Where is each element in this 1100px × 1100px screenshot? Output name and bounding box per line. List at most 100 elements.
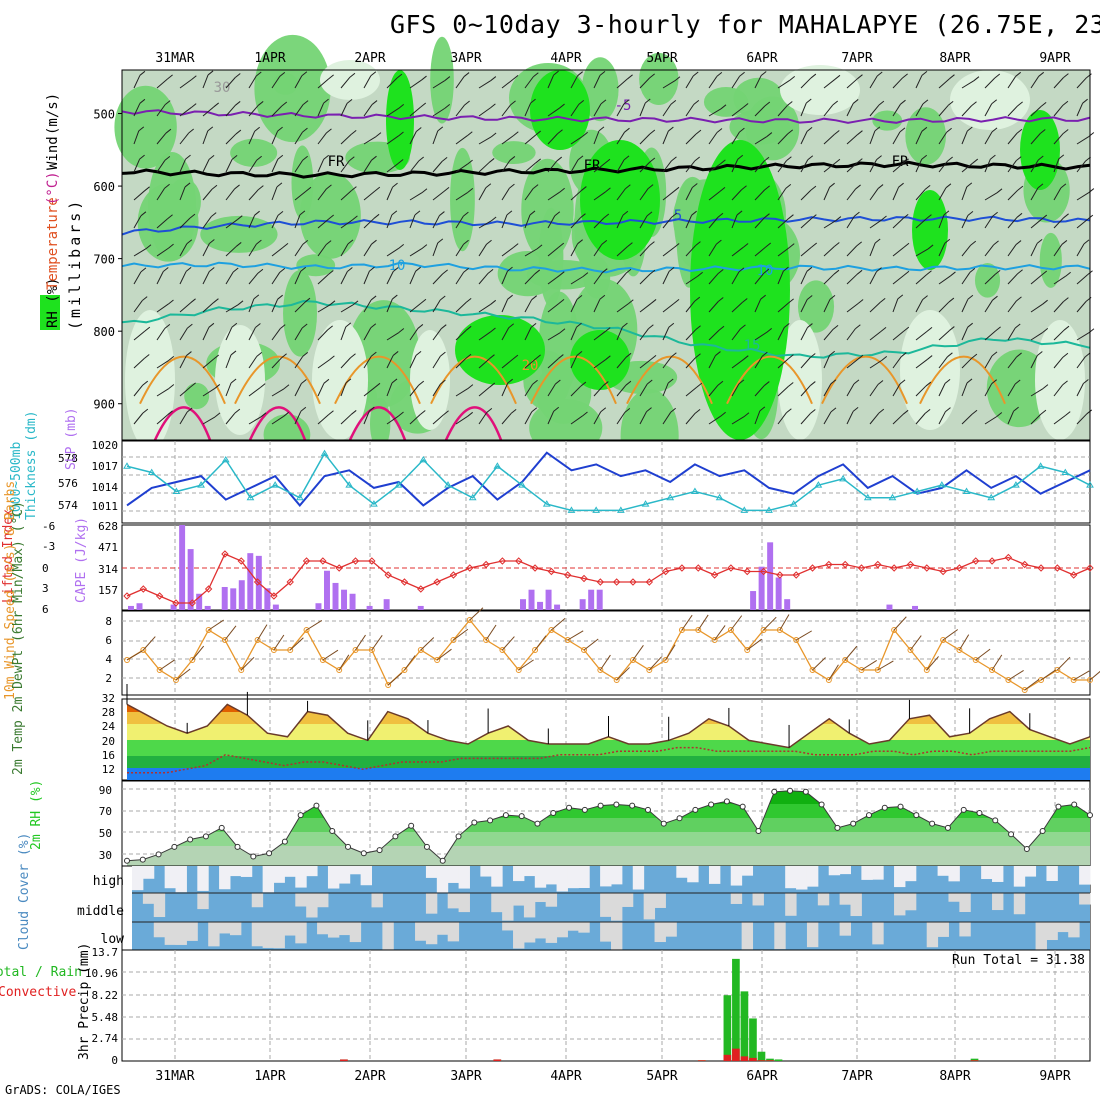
rh-marker [139, 856, 146, 863]
wind-barb-flag [945, 407, 951, 412]
wind-barb [1076, 332, 1090, 341]
li-marker [384, 571, 392, 579]
wind-barb [524, 134, 537, 145]
thickness-ylabel2: 1000~500mb [9, 442, 24, 520]
cloud-cell [534, 866, 547, 888]
wind-barb [363, 104, 373, 117]
wind-barb [1053, 384, 1063, 397]
wind-barb [294, 327, 303, 341]
upper-air-ylabel: RH (%)Temperature(°C)Wind(m/s) [40, 93, 61, 330]
cape-bar [383, 599, 390, 610]
date-label-top: 7APR [841, 51, 872, 66]
wind10-marker [695, 627, 702, 633]
cloud-cell [175, 866, 187, 893]
wind-barb-flag [234, 408, 241, 414]
wind-barb [731, 131, 740, 145]
wind-barb-flag [277, 294, 283, 300]
wind-barb [1030, 413, 1042, 425]
wind-barb-flag [1086, 73, 1092, 79]
li-marker [204, 585, 213, 593]
wind-barb-flag [370, 295, 377, 301]
wind-barb [271, 76, 281, 89]
wind-barb [685, 75, 694, 89]
wind-barb [363, 410, 370, 425]
wind-barb [409, 106, 422, 117]
wind-barb [409, 248, 423, 257]
wind-barb-flag [300, 406, 307, 412]
wind-barb [685, 187, 693, 201]
wind-barb-flag [811, 214, 817, 219]
wind-barb [685, 386, 698, 397]
wind-barb [685, 245, 696, 257]
wind-barb-flag [369, 406, 375, 412]
li-marker [678, 564, 686, 572]
cloud-cell [1046, 866, 1058, 881]
wind-barb [639, 273, 651, 285]
wind-barb-flag [667, 378, 674, 384]
wind-barb [777, 247, 790, 257]
cape-bar [128, 605, 134, 610]
wind-barb-flag [853, 379, 860, 385]
temp-tick: 20 [102, 735, 115, 748]
wind-barb [202, 271, 210, 285]
cloud-cell [948, 866, 960, 882]
li-marker [155, 592, 164, 600]
wind-barb [984, 103, 993, 117]
cloud-cell [425, 866, 438, 878]
wind-barb [754, 385, 765, 397]
li-marker [841, 560, 849, 569]
cape-bar [136, 603, 143, 610]
date-label-bottom: 1APR [254, 1069, 285, 1084]
isotherm-label: 5 [674, 208, 682, 224]
thickness-marker [814, 481, 823, 488]
wind-barb-flag [740, 324, 746, 330]
wind-barb [340, 103, 348, 117]
wind-barb [547, 411, 555, 425]
wind-barb [800, 271, 808, 285]
wind-barb [662, 216, 673, 229]
wind-barb [340, 304, 354, 313]
cape-bar [221, 586, 228, 610]
wind-barb [179, 217, 191, 229]
wind-barb [455, 163, 468, 173]
wind-barb-flag [697, 271, 703, 277]
temp-tick: 12 [102, 763, 115, 776]
wind-barb [892, 103, 901, 117]
wind-barb [869, 104, 880, 117]
thickness-marker [567, 506, 576, 513]
cape-bar [341, 589, 348, 610]
wind-barb [1053, 217, 1064, 229]
wind-barb-flag [1042, 328, 1049, 333]
cloud-cell [284, 866, 296, 877]
li-marker [368, 557, 376, 565]
wind-barb-flag [258, 185, 264, 190]
cloud-cell [654, 893, 666, 908]
wind-barb [409, 79, 422, 89]
wind-barb [294, 383, 302, 397]
wind-barb-flag [467, 159, 473, 165]
cloud-cell [349, 866, 362, 875]
precip-ylabel: 3hr Precip (mm) [77, 943, 92, 1060]
isotherm-line [121, 299, 1091, 359]
wind-barb-flag [1014, 379, 1021, 385]
precip-conv-bar [970, 1060, 979, 1061]
wind-barb-flag [302, 127, 308, 133]
wind-barb [524, 299, 533, 313]
chart-title: GFS 0~10day 3-hourly for MAHALAPYE (26.7… [390, 10, 1100, 39]
wind-barb [869, 359, 883, 369]
wind-barb-flag [164, 183, 170, 189]
wind-barb [731, 189, 742, 201]
precip-conv-bar [723, 1054, 732, 1061]
wind-barb-flag [375, 132, 382, 138]
wind-barb-flag [1015, 240, 1022, 245]
wind10-barb [485, 624, 497, 641]
wind-barb-flag [833, 269, 840, 275]
cloud-cell [828, 866, 841, 876]
wind-barb-flag [256, 239, 262, 245]
li-marker [515, 557, 523, 565]
wind-barb-flag [532, 379, 538, 385]
wind10-barb [551, 617, 566, 631]
wind-barb [938, 214, 945, 229]
wind-barb-flag [210, 212, 217, 218]
cloud-cell [948, 893, 960, 902]
